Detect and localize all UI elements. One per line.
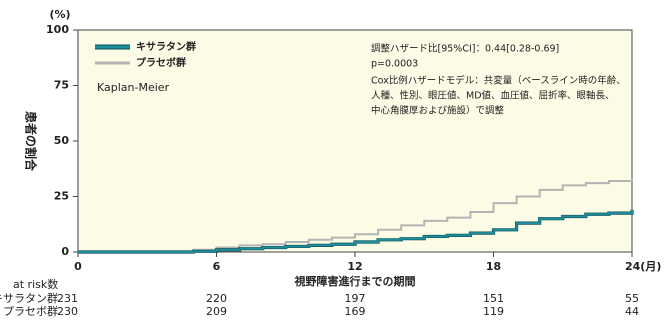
- risk-value: 230: [57, 305, 78, 318]
- risk-value: 220: [206, 292, 227, 305]
- risk-label: キサラタン群: [0, 291, 58, 305]
- risk-value: 119: [483, 305, 504, 318]
- risk-value: 169: [345, 305, 366, 318]
- risk-value: 55: [625, 292, 639, 305]
- annotation: p=0.0003: [371, 59, 418, 70]
- annotation: 中心角膜厚および施設）で調整: [371, 105, 505, 117]
- y-tick-label: 50: [54, 134, 70, 147]
- annotation: Cox比例ハザードモデル：共変量（ベースライン時の年齢、: [371, 75, 626, 87]
- risk-value: 44: [625, 305, 639, 318]
- x-axis-label: 視野障害進行までの期間: [294, 274, 416, 288]
- y-axis-label: 患者の割合: [24, 111, 39, 172]
- risk-value: 231: [57, 292, 78, 305]
- y-tick-label: 75: [54, 79, 69, 92]
- x-tick-label: 12: [347, 260, 362, 273]
- risk-label: プラセボ群: [3, 304, 58, 318]
- risk-value: 209: [206, 305, 227, 318]
- x-tick-label: 0: [74, 260, 82, 273]
- legend-label: キサラタン群: [136, 40, 196, 53]
- risk-value: 151: [483, 292, 504, 305]
- method-label: Kaplan-Meier: [97, 81, 170, 94]
- annotation: 調整ハザード比[95%CI]：0.44[0.28-0.69]: [371, 43, 559, 55]
- legend-label: プラセボ群: [136, 56, 186, 69]
- y-unit: (%): [49, 8, 70, 21]
- series-line: [78, 209, 633, 253]
- annotation: 人種、性別、眼圧値、MD値、血圧値、屈折率、眼軸長、: [371, 90, 615, 102]
- y-tick-label: 0: [61, 245, 69, 258]
- y-tick-label: 25: [54, 190, 69, 203]
- x-tick-label: 24(月): [625, 260, 661, 273]
- y-tick-label: 100: [46, 23, 69, 36]
- x-tick-label: 18: [486, 260, 501, 273]
- x-tick-label: 6: [213, 260, 221, 273]
- risk-value: 197: [345, 292, 366, 305]
- risk-title: at risk数: [13, 278, 58, 291]
- series-line: [78, 178, 633, 253]
- plot-area: [77, 29, 633, 253]
